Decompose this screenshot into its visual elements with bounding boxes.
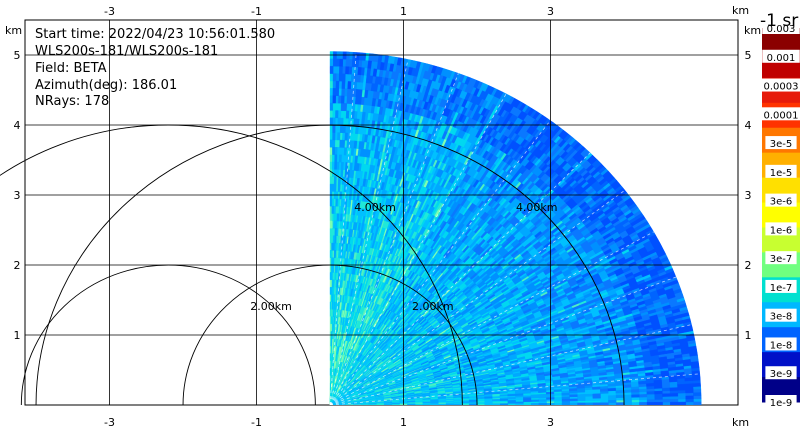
colorbar-label-2: 0.0003 — [764, 82, 799, 93]
start-time-text: Start time: 2022/04/23 10:56:01.580 — [35, 27, 275, 42]
colorbar-label-box-10 — [765, 308, 797, 322]
colorbar-label-0: 0.003 — [767, 24, 796, 35]
colorbar-label-box-2 — [759, 78, 800, 92]
colorbar-label-8: 3e-7 — [770, 254, 793, 265]
field-text: Field: BETA — [35, 61, 107, 76]
colorbar-label-13: 1e-9 — [770, 398, 793, 409]
x-tick-bottom--1: -1 — [251, 416, 262, 429]
colorbar-label-7: 1e-6 — [770, 225, 793, 236]
colorbar-label-box-13 — [765, 395, 797, 408]
ray-streak — [329, 231, 654, 405]
x-tick-bottom-3: 3 — [547, 416, 554, 429]
colorbar-label-box-8 — [765, 251, 797, 265]
colorbar: 0.003 0.001 0.0003 0.0001 3e-5 1e-5 3e-6 1e-6 3e… — [759, 21, 800, 409]
y-tick-left-5: 5 — [14, 49, 21, 62]
instrument-text: WLS200s-181/WLS200s-181 — [35, 44, 218, 59]
y-tick-right-3: 3 — [745, 189, 752, 202]
colorbar-label-box-4 — [765, 136, 797, 150]
x-unit-top: km — [732, 4, 749, 17]
y-tick-right-4: 4 — [745, 119, 752, 132]
range-ring-2 — [20, 264, 316, 406]
colorbar-label-box-5 — [765, 164, 797, 178]
range-ring-label-1: 4.00km — [516, 201, 558, 214]
colorbar-label-box-11 — [765, 337, 797, 351]
colorbar-label-box-12 — [765, 366, 797, 380]
y-tick-left-3: 3 — [14, 189, 21, 202]
y-unit-left: km — [5, 24, 22, 37]
nrays-text: NRays: 178 — [35, 94, 109, 109]
range-ring-label-3: 4.00km — [354, 201, 396, 214]
y-tick-left-4: 4 — [14, 119, 21, 132]
colorbar-label-1: 0.001 — [767, 53, 796, 64]
y-tick-right-5: 5 — [745, 49, 752, 62]
ray-streak — [329, 59, 409, 405]
colorbar-label-3: 0.0001 — [764, 110, 799, 121]
axis-ticks: -3 -3 -1 -1 1 1 3 3 1 1 2 2 3 3 4 4 5 5 — [14, 5, 752, 429]
y-tick-right-1: 1 — [745, 329, 752, 342]
colorbar-label-5: 1e-5 — [770, 168, 793, 179]
ray-streak — [329, 73, 459, 405]
y-tick-right-2: 2 — [745, 259, 752, 272]
grid-lines — [25, 20, 738, 405]
colorbar-label-9: 1e-7 — [770, 283, 793, 294]
colorbar-label-box-0 — [762, 21, 800, 34]
x-tick-bottom-1: 1 — [400, 416, 407, 429]
colorbar-label-11: 1e-8 — [770, 340, 793, 351]
x-tick-top-3: 3 — [547, 5, 554, 18]
x-tick-bottom--3: -3 — [104, 416, 115, 429]
y-unit-right: km — [744, 24, 761, 37]
range-ring-label-0: 2.00km — [412, 300, 454, 313]
y-tick-left-1: 1 — [14, 329, 21, 342]
info-panel: Start time: 2022/04/23 10:56:01.580 WLS2… — [35, 27, 275, 109]
azimuth-text: Azimuth(deg): 186.01 — [35, 78, 177, 93]
ray-streak — [329, 324, 692, 405]
colorbar-label-10: 3e-8 — [770, 312, 793, 323]
colorbar-label-12: 3e-9 — [770, 369, 793, 380]
colorbar-label-4: 3e-5 — [770, 139, 793, 150]
colorbar-label-box-7 — [765, 222, 797, 236]
range-ring-label-2: 2.00km — [250, 300, 292, 313]
x-tick-top--1: -1 — [251, 5, 262, 18]
colorbar-label-box-3 — [759, 107, 800, 121]
x-unit-bottom: km — [732, 416, 749, 429]
colorbar-title: -1 sr — [760, 11, 798, 31]
y-tick-left-2: 2 — [14, 259, 21, 272]
range-ring-0 — [182, 264, 478, 406]
x-tick-top--3: -3 — [104, 5, 115, 18]
range-rings: 2.00km 4.00km 2.00km 4.00km — [0, 124, 625, 406]
ray-streak — [329, 189, 626, 405]
ray-streak — [330, 373, 700, 405]
colorbar-label-box-1 — [762, 49, 800, 63]
x-tick-top-1: 1 — [400, 5, 407, 18]
colorbar-label-6: 3e-6 — [770, 197, 793, 208]
colorbar-label-box-9 — [765, 279, 797, 293]
range-ring-3 — [0, 124, 463, 406]
ray-streak — [329, 276, 677, 405]
range-ring-1 — [35, 125, 625, 406]
colorbar-label-box-6 — [765, 193, 797, 207]
ray-streak — [329, 52, 357, 405]
